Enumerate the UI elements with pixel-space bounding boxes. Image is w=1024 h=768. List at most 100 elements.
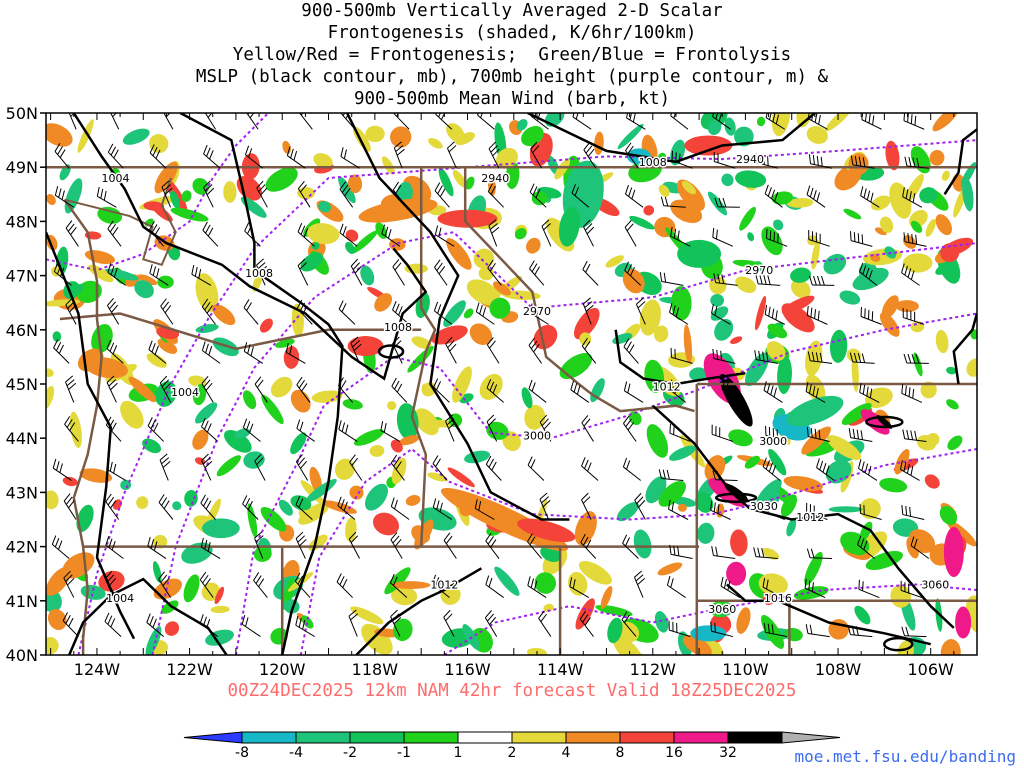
wind-barb <box>806 548 833 560</box>
frontogenesis-cell <box>240 196 267 218</box>
frontogenesis-cell <box>142 438 162 454</box>
frontogenesis-cell <box>387 401 397 411</box>
frontogenesis-cell <box>768 448 787 476</box>
colorbar-segment <box>295 731 351 744</box>
frontogenesis-cell <box>941 170 950 181</box>
wind-barb <box>390 532 403 559</box>
frontogenesis-cell <box>854 605 871 625</box>
frontogenesis-cell <box>122 128 150 145</box>
frontogenesis-cell <box>946 366 957 375</box>
wind-barb <box>484 610 498 637</box>
source-credit[interactable]: moe.met.fsu.edu/banding <box>794 747 1016 766</box>
frontogenesis-cell <box>46 368 54 377</box>
wind-barb <box>659 272 684 286</box>
frontogenesis-cell <box>739 206 756 231</box>
frontogenesis-cell <box>684 135 733 156</box>
mslp-contour <box>68 577 228 655</box>
wind-barb <box>107 263 126 286</box>
contour-label: 3030 <box>750 500 778 513</box>
frontogenesis-cell <box>334 458 355 480</box>
frontogenesis-cell <box>825 113 853 132</box>
frontogenesis-cell <box>46 490 59 510</box>
wind-barb <box>253 572 268 598</box>
frontogenesis-cell <box>463 308 474 319</box>
wind-barb <box>623 381 644 403</box>
frontogenesis-cell <box>568 571 588 596</box>
wind-barb <box>62 612 79 637</box>
frontogenesis-cell <box>828 506 863 513</box>
frontogenesis-cell <box>852 267 889 291</box>
wind-barb <box>445 336 457 364</box>
wind-barb <box>243 299 259 325</box>
wind-barb <box>393 141 405 169</box>
frontogenesis-cell <box>902 253 933 273</box>
wind-barb <box>530 141 543 169</box>
frontogenesis-cell <box>137 274 158 286</box>
wind-barb <box>527 533 542 559</box>
wind-barb <box>53 262 72 286</box>
frontogenesis-cell <box>786 395 844 427</box>
frontogenesis-cell <box>446 238 472 270</box>
wind-barb <box>583 219 595 247</box>
wind-barb <box>902 429 927 442</box>
wind-barb <box>808 154 833 169</box>
wind-barb <box>806 427 830 442</box>
wind-barb <box>348 609 359 637</box>
wind-barb <box>583 142 597 169</box>
wind-barb <box>340 113 356 130</box>
frontogenesis-cell <box>946 399 959 410</box>
lon-tick-label: 120W <box>259 660 306 679</box>
contour-label: 1004 <box>106 592 134 605</box>
wind-barb <box>622 534 639 559</box>
wind-barb <box>243 342 264 364</box>
frontogenesis-cell <box>466 279 501 306</box>
wind-barb <box>805 382 826 403</box>
frontogenesis-cell <box>46 299 81 307</box>
frontogenesis-cell <box>966 358 977 377</box>
frontogenesis-cell <box>828 619 849 640</box>
wind-barb <box>443 532 457 559</box>
frontogenesis-cell <box>804 551 823 586</box>
wind-barb <box>859 503 882 520</box>
frontogenesis-cell <box>683 324 692 364</box>
wind-barb <box>285 343 306 364</box>
wind-barb <box>901 263 920 286</box>
contour-label: 1008 <box>245 267 273 280</box>
frontogenesis-cell <box>786 518 797 537</box>
wind-barb <box>529 183 547 208</box>
frontogenesis-cell <box>780 494 798 517</box>
wind-barb <box>298 113 313 130</box>
frontogenesis-cell <box>210 605 230 614</box>
frontogenesis-cell <box>259 318 273 333</box>
wind-barb <box>485 575 504 598</box>
wind-barb <box>670 113 689 130</box>
frontogenesis-cell <box>773 219 784 231</box>
wind-barb <box>671 150 693 169</box>
frontogenesis-cell <box>902 235 917 249</box>
mslp-contour <box>943 128 977 195</box>
state-border <box>59 312 422 351</box>
frontogenesis-cell <box>825 459 852 484</box>
wind-barb <box>901 383 923 403</box>
wind-barb <box>670 226 691 247</box>
contour-label: 3060 <box>921 579 949 592</box>
wind-barb <box>580 533 597 559</box>
colorbar-segment <box>241 731 297 744</box>
frontogenesis-cell <box>786 198 814 208</box>
frontogenesis-cell <box>152 561 162 583</box>
frontogenesis-cell <box>935 329 949 354</box>
wind-barb <box>392 259 405 286</box>
frontogenesis-cell <box>97 206 123 224</box>
wind-barb <box>860 186 880 208</box>
frontogenesis-cell <box>826 435 862 460</box>
frontogenesis-cell <box>77 119 94 153</box>
frontogenesis-cell <box>859 498 881 520</box>
wind-barb <box>381 224 401 247</box>
frontogenesis-cell <box>605 255 624 268</box>
lon-tick-label: 112W <box>630 660 677 679</box>
frontogenesis-cell <box>962 177 974 212</box>
title-line-1: 900-500mb Vertically Averaged 2-D Scalar <box>301 1 723 21</box>
wind-barb <box>296 299 313 325</box>
wind-barb <box>762 577 783 598</box>
wind-barb <box>670 347 693 364</box>
